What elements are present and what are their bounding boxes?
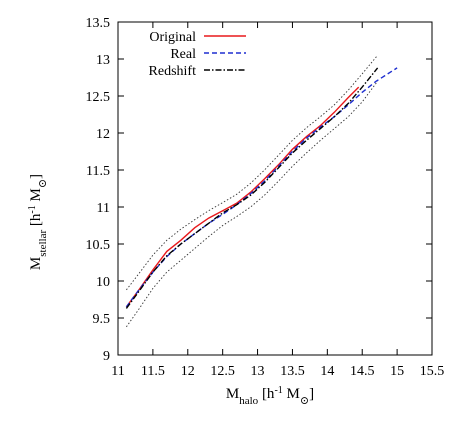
y-tick-label: 10 xyxy=(96,275,110,290)
y-tick-label: 9.5 xyxy=(93,312,111,327)
y-tick-label: 10.5 xyxy=(86,238,111,253)
x-tick-label: 15.5 xyxy=(420,364,445,379)
plot-area-border xyxy=(117,21,433,356)
x-tick-label: 11 xyxy=(111,364,124,379)
x-tick-label: 12.5 xyxy=(210,364,235,379)
x-axis-label: Mhalo [h-1 M⊙] xyxy=(226,385,314,408)
y-tick-label: 12 xyxy=(96,127,110,142)
x-tick-label: 15 xyxy=(390,364,404,379)
legend-label: Original xyxy=(149,30,196,45)
series-layer xyxy=(125,55,398,328)
y-axis-label: Mstellar [h-1 M⊙] xyxy=(27,174,50,270)
x-tick-label: 14.5 xyxy=(350,364,375,379)
y-tick-label: 12.5 xyxy=(86,90,111,105)
y-tick-label: 9 xyxy=(103,349,110,364)
x-tick-label: 13.5 xyxy=(280,364,305,379)
x-tick-label: 14 xyxy=(320,364,334,379)
series-line-original xyxy=(125,86,360,308)
y-tick-label: 11 xyxy=(97,201,110,216)
legend: Original Real Redshift xyxy=(149,30,246,79)
y-tick-label: 13 xyxy=(96,53,110,68)
legend-label: Redshift xyxy=(149,64,197,79)
envelope-lower-line xyxy=(126,80,378,328)
y-tick-label: 11.5 xyxy=(86,164,110,179)
x-tick-label: 11.5 xyxy=(141,364,165,379)
x-tick-label: 12 xyxy=(181,364,195,379)
y-tick-label: 13.5 xyxy=(86,16,111,31)
legend-label: Real xyxy=(170,47,196,62)
plot-frame xyxy=(117,21,433,356)
series-line-real xyxy=(125,67,398,308)
envelope-upper-line xyxy=(126,55,378,291)
series-line-redshift xyxy=(125,67,379,309)
x-tick-label: 13 xyxy=(251,364,265,379)
axis-ticks: 11 11.5 12 12.5 13 13.5 14 14.5 15 15.5 9 9.5 10 10.5… xyxy=(86,16,445,379)
